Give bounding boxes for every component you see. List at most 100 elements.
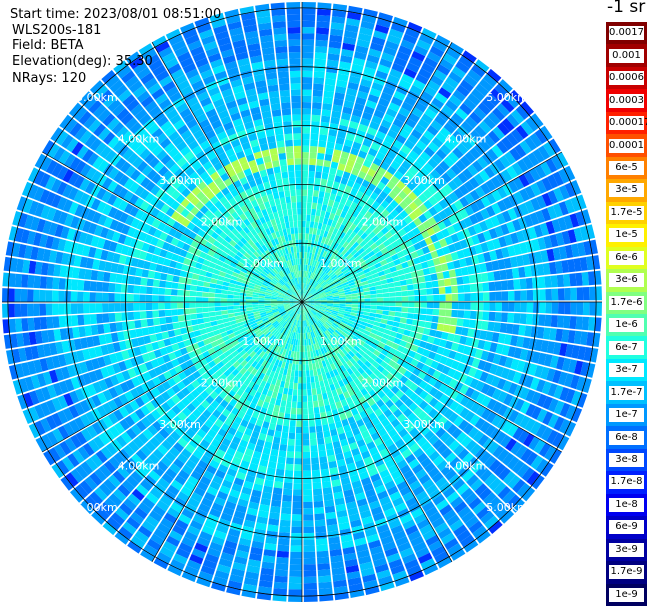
beta-cell	[305, 284, 309, 291]
beta-cell	[495, 505, 510, 520]
beta-cell	[381, 226, 389, 235]
beta-cell	[46, 276, 54, 289]
beta-cell	[192, 273, 200, 280]
beta-cell	[450, 233, 460, 243]
beta-cell	[431, 223, 441, 234]
beta-cell	[308, 312, 313, 318]
beta-cell	[455, 159, 467, 172]
beta-cell	[551, 288, 559, 301]
beta-cell	[487, 130, 501, 144]
beta-cell	[52, 303, 59, 316]
beta-cell	[531, 406, 542, 420]
beta-cell	[476, 292, 484, 301]
beta-cell	[385, 340, 394, 347]
beta-cell	[324, 311, 332, 315]
beta-cell	[393, 281, 401, 287]
beta-cell	[315, 284, 321, 290]
beta-cell	[482, 282, 490, 292]
beta-cell	[352, 261, 360, 268]
beta-cell	[455, 60, 470, 74]
beta-cell	[326, 232, 333, 239]
beta-cell	[506, 369, 516, 382]
beta-cell	[352, 241, 360, 249]
beta-cell	[313, 293, 320, 297]
beta-cell	[525, 350, 535, 363]
beta-cell	[320, 304, 327, 307]
beta-cell	[335, 260, 342, 267]
beta-cell	[302, 376, 307, 384]
beta-cell	[313, 400, 319, 408]
beta-cell	[528, 363, 538, 376]
beta-cell	[314, 375, 319, 383]
beta-cell	[409, 442, 420, 453]
beta-cell	[459, 407, 470, 419]
beta-cell	[512, 479, 526, 494]
beta-cell	[361, 477, 372, 486]
beta-cell	[366, 441, 376, 450]
beta-cell	[302, 239, 305, 246]
beta-cell	[387, 428, 398, 438]
beta-cell	[489, 363, 499, 375]
beta-cell	[352, 385, 360, 394]
beta-cell	[594, 317, 602, 332]
beta-cell	[389, 266, 397, 273]
beta-cell	[345, 304, 352, 307]
beta-cell	[395, 332, 403, 340]
beta-cell	[481, 395, 492, 408]
beta-cell	[308, 300, 315, 302]
beta-cell	[427, 80, 441, 92]
beta-cell	[164, 309, 172, 317]
beta-cell	[370, 254, 378, 261]
beta-cell	[399, 219, 408, 228]
beta-cell	[334, 268, 341, 275]
beta-cell	[365, 376, 374, 385]
beta-cell	[276, 392, 283, 400]
beta-cell	[484, 424, 496, 437]
beta-cell	[364, 271, 372, 277]
beta-cell	[304, 290, 307, 297]
beta-cell	[279, 444, 287, 452]
beta-cell	[52, 277, 60, 290]
beta-cell	[453, 444, 465, 456]
beta-cell	[368, 223, 377, 231]
beta-cell	[522, 361, 532, 374]
beta-cell	[327, 269, 333, 276]
beta-cell	[147, 270, 156, 279]
beta-cell	[329, 383, 336, 391]
beta-cell	[329, 34, 343, 43]
beta-cell	[336, 284, 343, 289]
beta-cell	[396, 51, 410, 62]
beta-cell	[453, 211, 463, 222]
beta-cell	[64, 315, 72, 327]
beta-cell	[589, 286, 596, 301]
beta-cell	[365, 406, 374, 416]
beta-cell	[336, 244, 343, 252]
beta-cell	[360, 346, 368, 353]
beta-cell	[474, 417, 486, 430]
beta-cell	[381, 368, 390, 377]
beta-cell	[381, 394, 390, 404]
beta-cell	[215, 311, 222, 316]
beta-cell	[505, 323, 514, 334]
beta-cell	[304, 239, 309, 246]
beta-cell	[388, 287, 396, 293]
beta-cell	[337, 73, 349, 82]
beta-cell	[418, 239, 428, 248]
beta-cell	[446, 514, 460, 527]
beta-cell	[304, 283, 306, 290]
beta-cell	[352, 324, 360, 330]
beta-cell	[403, 267, 411, 274]
beta-cell	[333, 98, 344, 107]
beta-cell	[370, 162, 380, 172]
beta-cell	[505, 94, 520, 109]
beta-cell	[382, 310, 389, 316]
beta-cell	[319, 279, 326, 286]
beta-cell	[307, 296, 314, 300]
beta-cell	[551, 155, 563, 170]
beta-cell	[325, 511, 337, 520]
beta-cell	[525, 451, 538, 466]
beta-cell	[343, 313, 351, 318]
beta-cell	[454, 404, 465, 415]
beta-cell	[441, 532, 456, 545]
beta-cell	[402, 519, 416, 530]
